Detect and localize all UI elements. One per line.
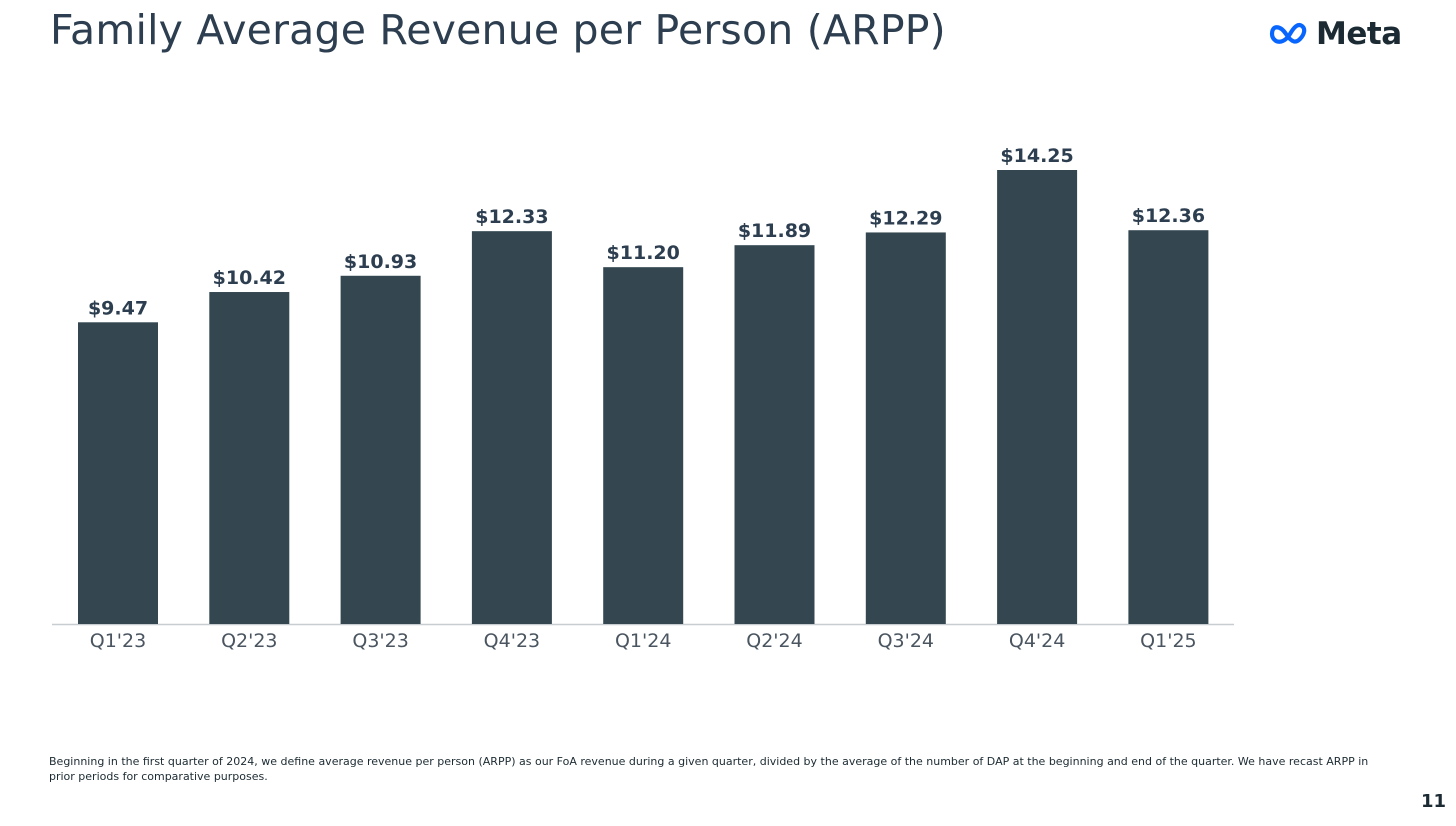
meta-logo: Meta [1268,16,1402,52]
bar-Q3'23 [340,275,421,624]
bar-Q4'23 [471,231,552,624]
data-label: $14.25 [1000,145,1073,167]
bar-Q1'25 [1128,230,1209,625]
bar-Q4'24 [997,170,1078,624]
data-label: $12.29 [869,207,942,229]
meta-infinity-icon [1269,22,1307,44]
data-label: $11.20 [607,242,680,264]
bar-Q1'24 [603,267,684,624]
data-label: $12.33 [475,206,548,228]
data-label: $10.93 [344,251,417,273]
x-tick-label: Q1'23 [90,630,146,652]
bar-Q2'23 [209,292,290,624]
x-tick-label: Q4'23 [484,630,540,652]
x-tick-label: Q4'24 [1009,630,1065,652]
x-tick-label: Q2'23 [221,630,277,652]
x-tick-label: Q1'25 [1140,630,1196,652]
x-tick-label: Q3'23 [352,630,408,652]
bar-Q2'24 [734,245,815,624]
data-label: $11.89 [738,220,811,242]
arpp-bar-chart: $9.47 Q1'23 $10.42 Q2'23 $10.93 Q3'23 $12.33 Q4… [52,145,1234,652]
bar-Q3'24 [865,232,946,624]
footnote: Beginning in the first quarter of 2024, … [49,755,1369,783]
meta-logo-text: Meta [1316,16,1402,52]
page-title: Family Average Revenue per Person (ARPP) [50,6,946,54]
x-tick-label: Q3'24 [878,630,934,652]
data-label: $9.47 [88,297,148,319]
x-tick-label: Q1'24 [615,630,671,652]
x-tick-label: Q2'24 [746,630,802,652]
page-number: 11 [1420,791,1446,812]
data-label: $10.42 [213,267,286,289]
data-label: $12.36 [1132,205,1205,227]
bar-Q1'23 [78,322,158,624]
